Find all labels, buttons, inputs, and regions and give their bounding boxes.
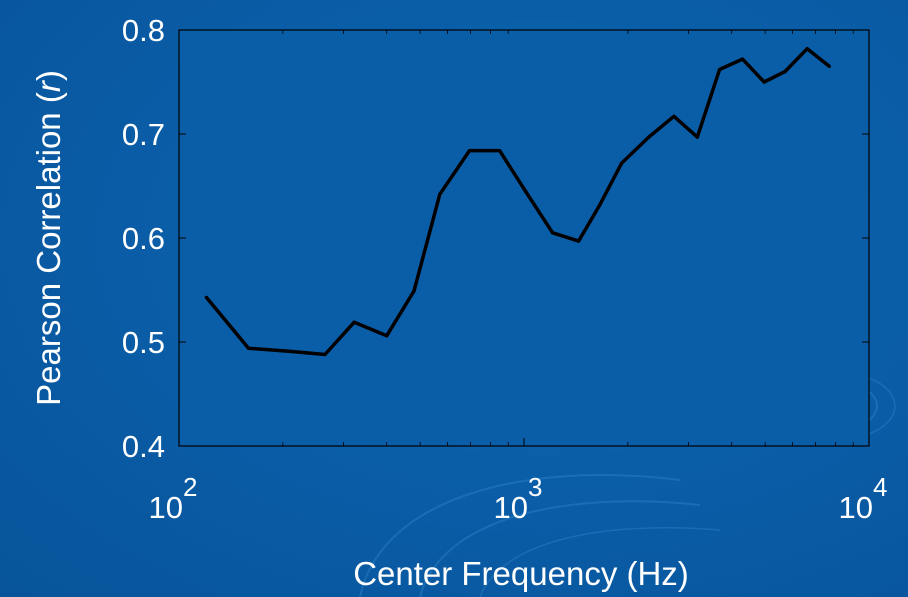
y-tick-label: 0.7	[122, 117, 165, 152]
data-point	[620, 161, 624, 165]
data-point	[783, 70, 787, 74]
y-tick-label: 0.5	[122, 325, 165, 360]
x-tick-label: 102	[149, 472, 198, 525]
y-axis: 0.4 0.5 0.6 0.7 0.8	[122, 13, 869, 464]
x-tick-exponent: 3	[528, 472, 542, 502]
data-point	[288, 349, 292, 353]
y-tick-label: 0.8	[122, 13, 165, 48]
data-point	[827, 64, 832, 68]
data-point	[805, 47, 809, 51]
data-point	[438, 192, 442, 196]
y-tick-label: 0.4	[122, 429, 165, 464]
data-point	[577, 239, 581, 243]
x-tick-base: 10	[494, 490, 528, 525]
data-point	[672, 114, 676, 118]
x-tick-label: 104	[839, 472, 888, 525]
series-line	[204, 46, 831, 357]
data-point	[467, 149, 472, 153]
x-tick-exponent: 4	[873, 472, 887, 502]
series-group	[204, 46, 832, 357]
data-point	[718, 67, 722, 72]
data-point	[551, 231, 555, 235]
data-point	[352, 320, 356, 324]
data-point	[695, 135, 699, 139]
x-tick-label: 103	[494, 472, 543, 525]
x-axis-label: Center Frequency (Hz)	[353, 555, 689, 592]
data-point	[385, 334, 389, 338]
y-axis-label-main: Pearson Correlation (	[30, 92, 67, 406]
data-point	[323, 352, 327, 357]
data-point	[762, 80, 766, 84]
x-tick-exponent: 2	[183, 472, 197, 502]
data-point	[647, 135, 651, 139]
data-point	[740, 57, 745, 61]
y-axis-label: Pearson Correlation (r)	[30, 70, 67, 406]
data-point	[412, 289, 416, 293]
x-tick-base: 10	[149, 490, 183, 525]
y-axis-label-var: r	[30, 79, 67, 92]
y-tick-label: 0.6	[122, 221, 165, 256]
plot-area	[178, 29, 870, 447]
data-point	[498, 149, 502, 153]
y-axis-label-close: )	[30, 70, 67, 81]
data-point	[523, 189, 528, 193]
x-tick-base: 10	[839, 490, 873, 525]
data-point	[204, 295, 208, 299]
data-point	[246, 346, 251, 350]
data-point	[598, 203, 602, 207]
